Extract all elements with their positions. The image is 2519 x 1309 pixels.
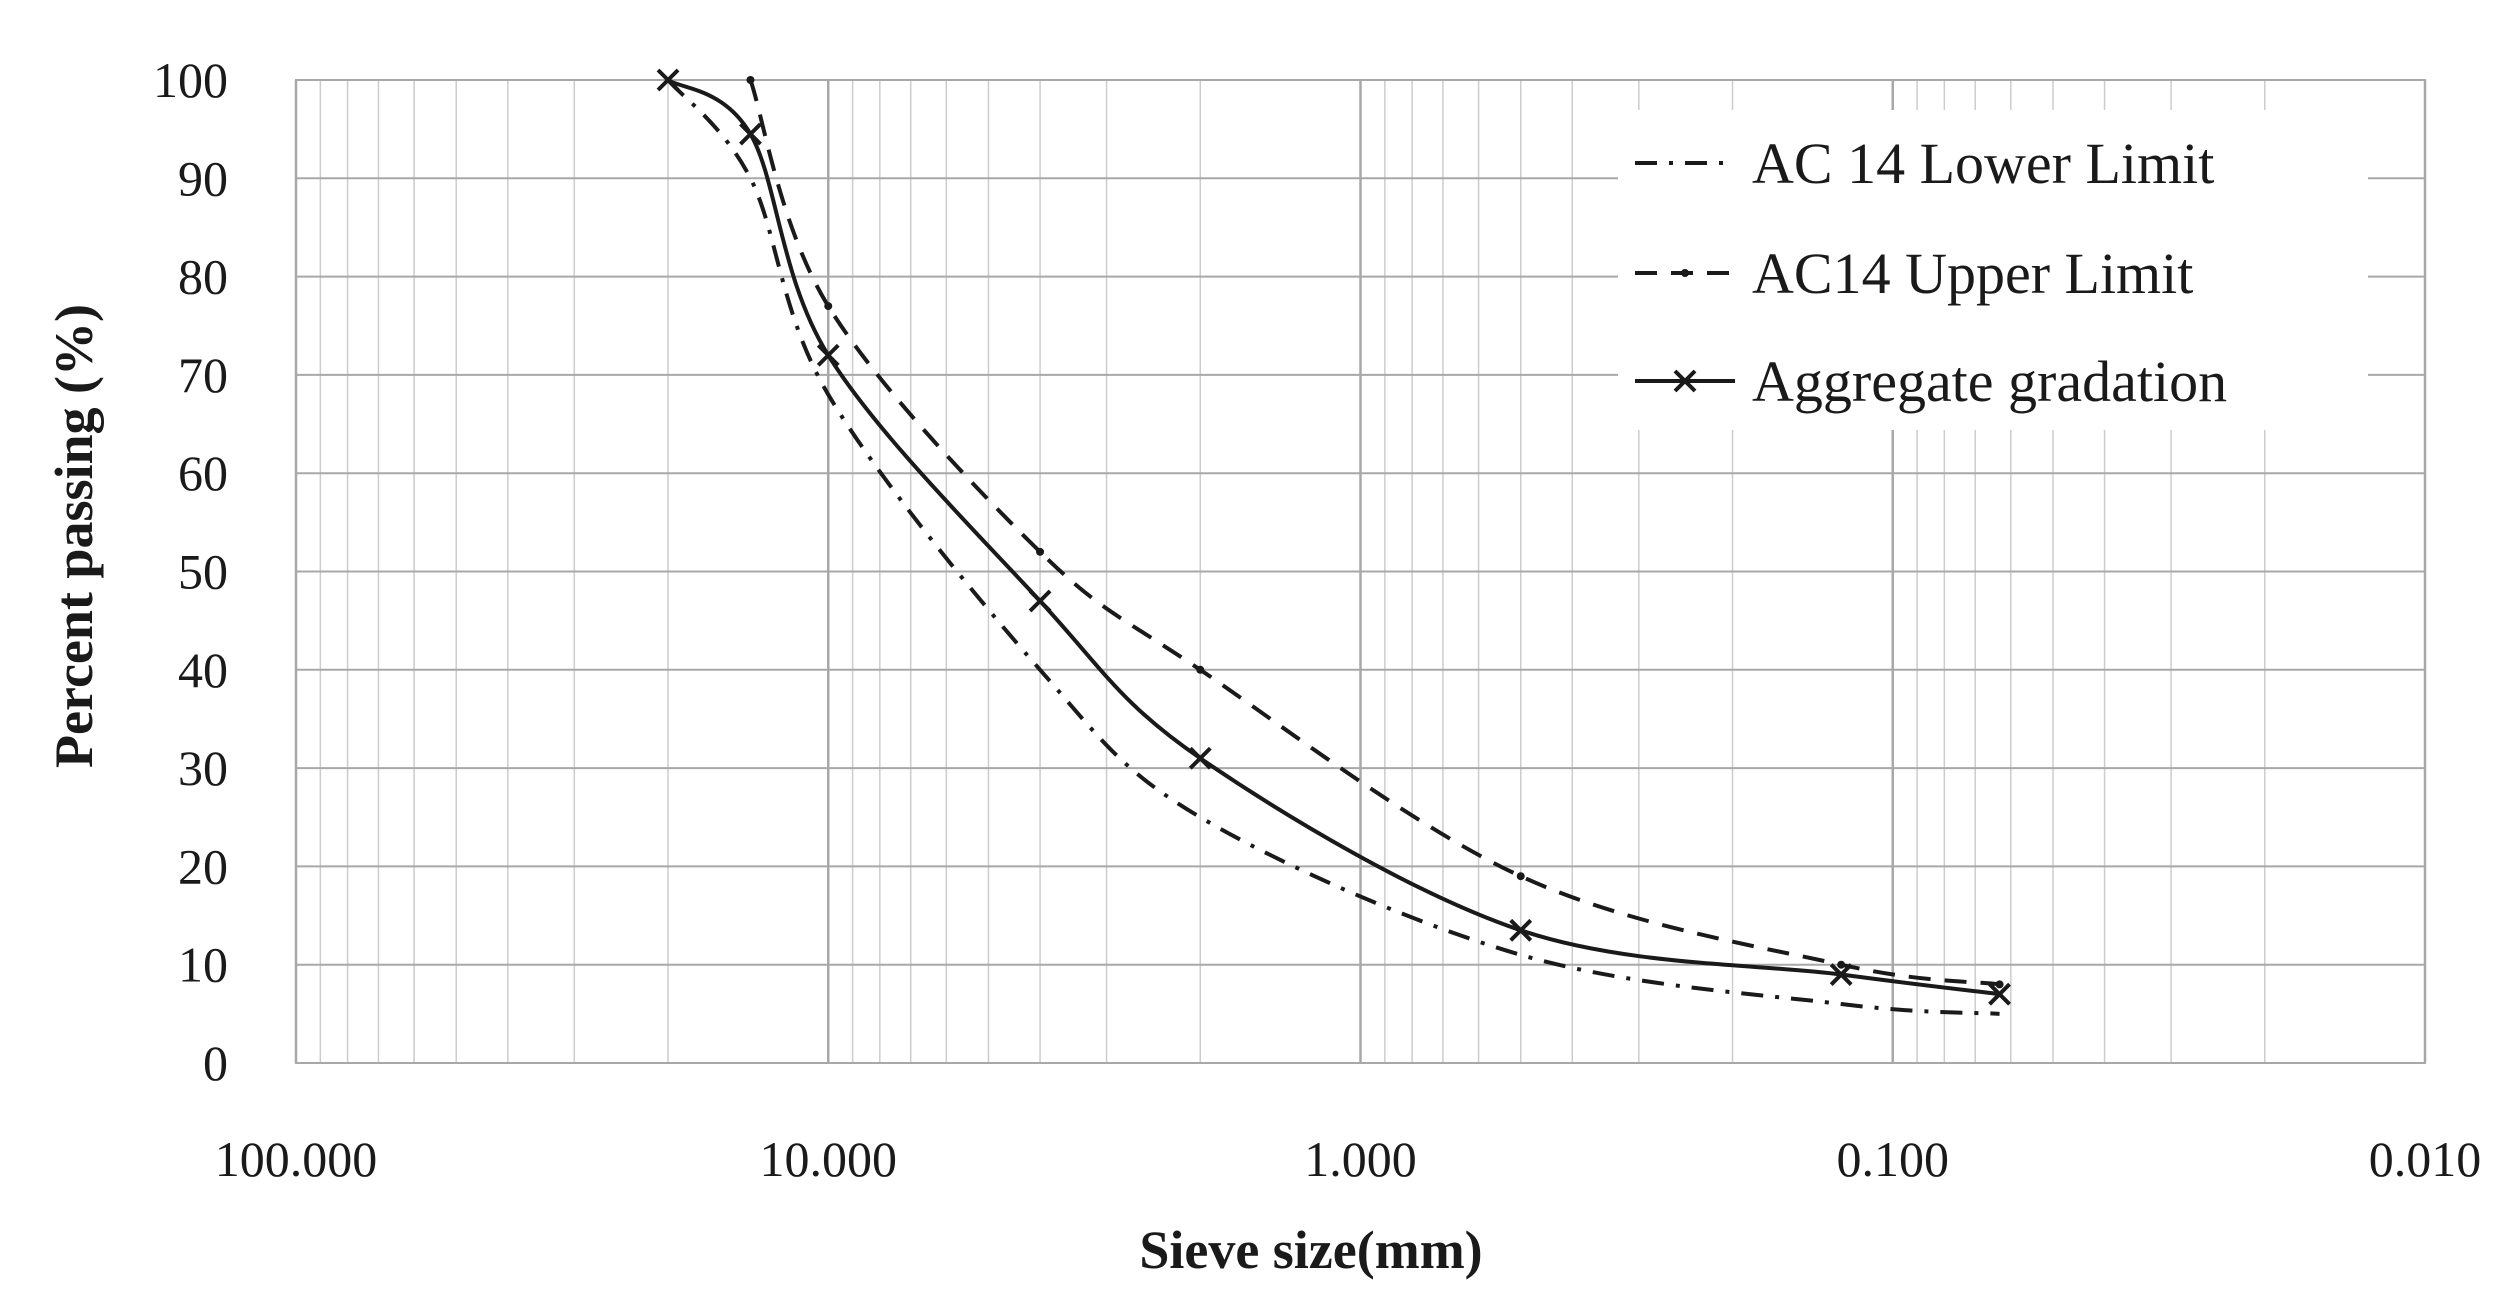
data-point bbox=[1995, 980, 2004, 989]
y-tick-label: 10 bbox=[178, 937, 228, 993]
data-point bbox=[1036, 547, 1045, 556]
data-point bbox=[1028, 589, 1052, 613]
data-point bbox=[746, 76, 755, 84]
y-tick-label: 30 bbox=[178, 740, 228, 796]
plot-frame bbox=[295, 79, 2426, 1064]
data-point bbox=[824, 302, 833, 311]
x-tick-label: 0.100 bbox=[1837, 1131, 1950, 1187]
data-point bbox=[656, 68, 680, 92]
data-point bbox=[1837, 960, 1846, 969]
legend-label: AC14 Upper Limit bbox=[1752, 241, 2193, 306]
x-tick-label: 10.000 bbox=[760, 1131, 898, 1187]
data-point bbox=[1509, 918, 1533, 942]
plot-series bbox=[656, 68, 2011, 1016]
data-point bbox=[1829, 963, 1853, 986]
series-2 bbox=[746, 76, 2004, 989]
data-point bbox=[739, 122, 762, 146]
series-line bbox=[666, 78, 2000, 997]
x-axis-title: Sieve size(mm) bbox=[1139, 1220, 1482, 1280]
x-tick-label: 1.000 bbox=[1304, 1131, 1417, 1187]
x-tick-label: 100.000 bbox=[215, 1131, 378, 1187]
y-tick-label: 60 bbox=[178, 445, 228, 501]
legend-background bbox=[1618, 110, 2368, 430]
series-line bbox=[666, 78, 2000, 1016]
legend-label: AC 14 Lower Limit bbox=[1752, 131, 2214, 196]
y-tick-label: 40 bbox=[178, 642, 228, 698]
x-tick-label: 0.010 bbox=[2369, 1131, 2482, 1187]
data-point bbox=[816, 343, 840, 367]
legend-label: Aggregate gradation bbox=[1752, 349, 2227, 414]
y-tick-label: 50 bbox=[178, 544, 228, 600]
legend-marker bbox=[1681, 269, 1689, 277]
y-tick-label: 90 bbox=[178, 150, 228, 206]
legend-marker bbox=[1673, 369, 1697, 393]
data-point bbox=[1196, 665, 1205, 674]
legend: AC 14 Lower Limit AC14 Upper Limit Aggrega… bbox=[1618, 110, 2368, 430]
tick-labels: 0 10 20 30 40 50 60 70 80 90 100 100.000 10.000 1.000… bbox=[153, 52, 2481, 1187]
data-point bbox=[1988, 982, 2011, 1006]
y-tick-label: 100 bbox=[153, 52, 228, 108]
y-axis-title: Percent passing (%) bbox=[44, 304, 104, 768]
y-tick-label: 80 bbox=[178, 249, 228, 305]
series-3 bbox=[656, 68, 2011, 1006]
y-tick-label: 0 bbox=[203, 1035, 228, 1091]
y-tick-label: 70 bbox=[178, 347, 228, 403]
y-tick-label: 20 bbox=[178, 838, 228, 894]
data-point bbox=[1188, 746, 1212, 770]
data-point bbox=[1516, 872, 1525, 881]
series-1 bbox=[666, 78, 2000, 1016]
